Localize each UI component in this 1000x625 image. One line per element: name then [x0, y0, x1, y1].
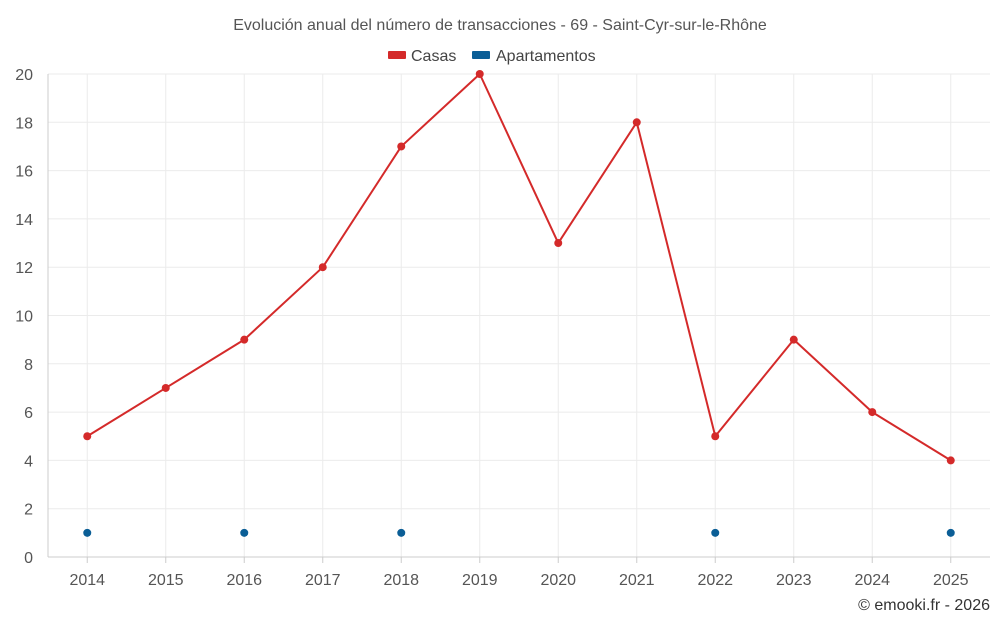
data-point-casas-2016[interactable]	[240, 335, 249, 344]
y-tick-label: 8	[24, 357, 33, 374]
y-tick-label: 16	[15, 164, 33, 181]
legend-item-casas[interactable]: Casas	[388, 48, 456, 65]
x-tick-label: 2016	[226, 572, 262, 589]
credit-text: © emooki.fr - 2026	[858, 597, 990, 614]
y-tick-label: 0	[24, 550, 33, 567]
legend-swatch-casas	[388, 51, 406, 59]
legend-label-apartamentos: Apartamentos	[496, 48, 596, 65]
y-tick-label: 18	[15, 115, 33, 132]
data-point-casas-2021[interactable]	[632, 118, 641, 127]
data-point-casas-2018[interactable]	[397, 142, 406, 151]
y-tick-label: 12	[15, 260, 33, 277]
data-point-apartamentos-2016[interactable]	[240, 528, 249, 537]
series	[83, 70, 955, 537]
data-point-apartamentos-2022[interactable]	[711, 528, 720, 537]
series-apartamentos	[83, 528, 955, 537]
data-point-casas-2017[interactable]	[318, 263, 327, 272]
chart-title: Evolución anual del número de transaccio…	[233, 17, 767, 34]
y-tick-label: 4	[24, 453, 33, 470]
legend-label-casas: Casas	[411, 48, 456, 65]
y-tick-label: 6	[24, 405, 33, 422]
x-tick-label: 2015	[148, 572, 184, 589]
x-tick-label: 2019	[462, 572, 498, 589]
x-tick-label: 2020	[540, 572, 576, 589]
y-tick-label: 2	[24, 502, 33, 519]
x-tick-label: 2025	[933, 572, 969, 589]
data-point-apartamentos-2018[interactable]	[397, 528, 406, 537]
y-tick-label: 10	[15, 309, 33, 326]
x-tick-label: 2014	[69, 572, 105, 589]
legend-swatch-apartamentos	[472, 51, 490, 59]
data-point-casas-2014[interactable]	[83, 432, 92, 441]
series-line-casas	[86, 73, 952, 462]
legend-item-apartamentos[interactable]: Apartamentos	[472, 48, 596, 65]
x-tick-label: 2023	[776, 572, 812, 589]
data-point-casas-2023[interactable]	[789, 335, 798, 344]
legend: Casas Apartamentos	[388, 48, 596, 65]
x-axis-ticks: 2014 2015 2016 2017 2018 2019 2020 2021 2022 2023…	[48, 556, 990, 589]
y-tick-label: 14	[15, 212, 33, 229]
y-axis-ticks: 0 2 4 6 8 10 12 14 16 18 20	[15, 67, 49, 567]
y-tick-label: 20	[15, 67, 33, 84]
data-point-casas-2020[interactable]	[554, 239, 563, 248]
data-point-casas-2019[interactable]	[475, 70, 484, 78]
x-tick-label: 2018	[383, 572, 419, 589]
series-casas	[83, 70, 955, 465]
data-point-apartamentos-2014[interactable]	[83, 528, 92, 537]
x-tick-label: 2024	[854, 572, 890, 589]
data-point-casas-2024[interactable]	[868, 408, 877, 417]
x-tick-label: 2017	[305, 572, 341, 589]
x-tick-label: 2022	[697, 572, 733, 589]
data-point-apartamentos-2025[interactable]	[946, 528, 955, 537]
x-tick-label: 2021	[619, 572, 655, 589]
grid	[48, 73, 990, 558]
data-point-casas-2022[interactable]	[711, 432, 720, 441]
data-point-casas-2015[interactable]	[161, 383, 170, 392]
data-point-casas-2025[interactable]	[946, 456, 955, 465]
